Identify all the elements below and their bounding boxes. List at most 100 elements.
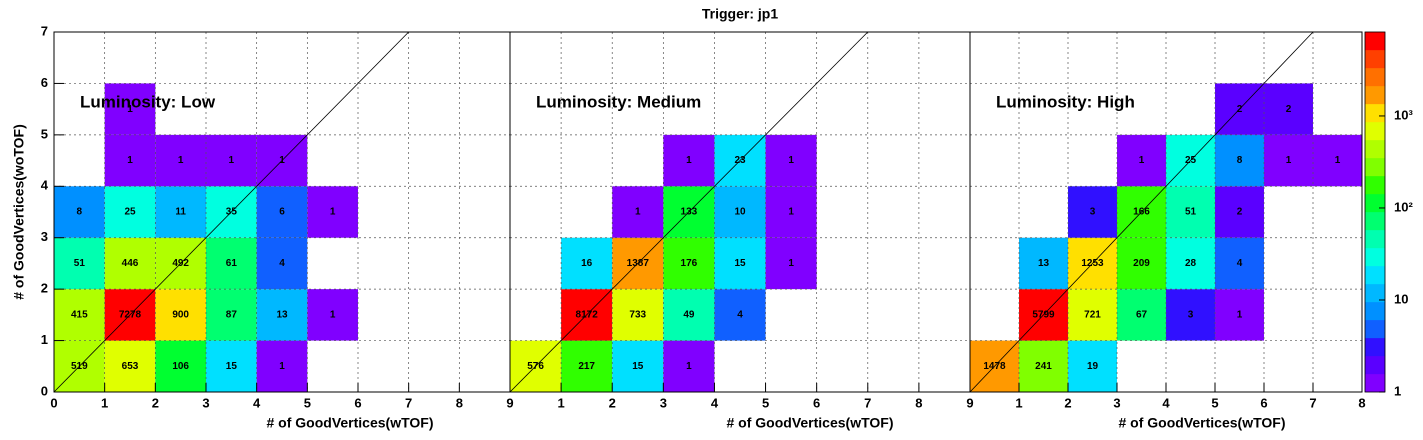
heatmap-cell <box>1215 237 1264 290</box>
x-tick-label: 0 <box>50 395 57 410</box>
cell-label: 1 <box>330 207 336 218</box>
cell-label: 653 <box>122 361 139 372</box>
heatmap-cell <box>1166 237 1215 290</box>
x-axis-label: # of GoodVertices(wTOF) <box>727 415 894 431</box>
cell-label: 519 <box>71 361 88 372</box>
cell-label: 1 <box>1237 309 1243 320</box>
heatmap-cell <box>612 289 664 341</box>
colorbar-segment <box>1364 175 1386 195</box>
cell-label: 10 <box>734 207 746 218</box>
cell-label: 35 <box>226 207 238 218</box>
annotation: Luminosity: High <box>996 92 1135 111</box>
colorbar-tick-label: 10² <box>1394 199 1413 214</box>
heatmap-cell <box>54 186 105 238</box>
cell-label: 23 <box>734 155 746 166</box>
x-tick-label: 1 <box>557 395 564 410</box>
cell-label: 1 <box>229 155 235 166</box>
heatmap-cell <box>663 134 715 187</box>
cell-label: 1 <box>279 155 285 166</box>
cell-label: 1 <box>1286 155 1292 166</box>
cell-label: 446 <box>122 258 139 269</box>
x-tick-label: 3 <box>202 395 209 410</box>
y-tick-label: 7 <box>41 23 48 38</box>
colorbar-segment <box>1364 247 1386 267</box>
heatmap-cell <box>561 237 613 290</box>
cell-label: 4 <box>1237 258 1243 269</box>
y-tick-label: 0 <box>41 383 48 398</box>
colorbar-segment <box>1364 193 1386 213</box>
cell-label: 28 <box>1185 258 1197 269</box>
cell-label: 87 <box>226 309 238 320</box>
cell-label: 25 <box>1185 155 1197 166</box>
diagonal-line <box>53 31 409 393</box>
colorbar-segment <box>1364 103 1386 123</box>
heatmap-cell <box>1313 134 1362 187</box>
annotation: Luminosity: Medium <box>536 92 701 111</box>
cell-label: 51 <box>1185 207 1197 218</box>
cell-label: 61 <box>226 258 238 269</box>
x-tick-label: 9 <box>506 395 513 410</box>
heatmap-cell <box>714 237 766 290</box>
cell-label: 13 <box>276 309 288 320</box>
y-tick-label: 6 <box>41 75 48 90</box>
cell-label: 8 <box>77 207 83 218</box>
cell-label: 2 <box>1237 207 1243 218</box>
colorbar-segment <box>1364 139 1386 159</box>
heatmap-cell <box>561 340 613 392</box>
x-tick-label: 5 <box>304 395 311 410</box>
x-tick-label: 8 <box>1358 395 1365 410</box>
cell-label: 241 <box>1035 361 1052 372</box>
annotation: Luminosity: Low <box>80 92 216 111</box>
heatmap-cell <box>155 340 206 392</box>
diagonal-line <box>509 31 869 393</box>
heatmap-cell <box>307 186 358 238</box>
colorbar-segment <box>1364 373 1386 393</box>
colorbar-segment <box>1364 85 1386 105</box>
heatmap-cell <box>714 186 766 238</box>
heatmap-cell <box>155 186 206 238</box>
heatmap-cell <box>1117 289 1166 341</box>
cell-label: 217 <box>578 361 595 372</box>
cell-label: 4 <box>737 309 743 320</box>
cell-label: 25 <box>124 207 136 218</box>
cell-label: 1 <box>1139 155 1145 166</box>
heatmap-cell <box>206 289 257 341</box>
cell-label: 15 <box>734 258 746 269</box>
x-tick-label: 7 <box>405 395 412 410</box>
cell-label: 733 <box>629 309 646 320</box>
heatmap-cell <box>765 237 817 290</box>
heatmap-cell <box>663 289 715 341</box>
heatmap-cell <box>1264 134 1313 187</box>
colorbar-frame <box>1364 31 1386 393</box>
heatmap-cell <box>206 134 257 187</box>
heatmap-cell <box>765 186 817 238</box>
cell-label: 1387 <box>627 258 650 269</box>
cell-label: 15 <box>632 361 644 372</box>
heatmap-cell <box>663 237 715 290</box>
colorbar-segment <box>1364 49 1386 69</box>
x-tick-label: 2 <box>152 395 159 410</box>
colorbar-segment <box>1364 67 1386 87</box>
heatmap-cell <box>1117 237 1166 290</box>
cell-label: 900 <box>172 309 189 320</box>
cell-label: 3 <box>1090 207 1096 218</box>
colorbar-segment <box>1364 355 1386 375</box>
cell-label: 415 <box>71 309 88 320</box>
cell-label: 1 <box>330 309 336 320</box>
cell-label: 1 <box>788 207 794 218</box>
x-tick-label: 7 <box>1309 395 1316 410</box>
heatmap-cell <box>256 186 308 238</box>
colorbar-segment <box>1364 283 1386 303</box>
heatmap-cell <box>256 340 308 392</box>
cell-label: 133 <box>681 207 698 218</box>
cell-label: 15 <box>226 361 238 372</box>
x-tick-label: 4 <box>711 395 719 410</box>
cell-label: 492 <box>172 258 189 269</box>
colorbar-segment <box>1364 229 1386 249</box>
heatmap-cell <box>1215 134 1264 187</box>
cell-label: 1 <box>635 207 641 218</box>
x-tick-label: 6 <box>354 395 361 410</box>
colorbar-segment <box>1364 337 1386 357</box>
cell-label: 166 <box>1133 207 1150 218</box>
